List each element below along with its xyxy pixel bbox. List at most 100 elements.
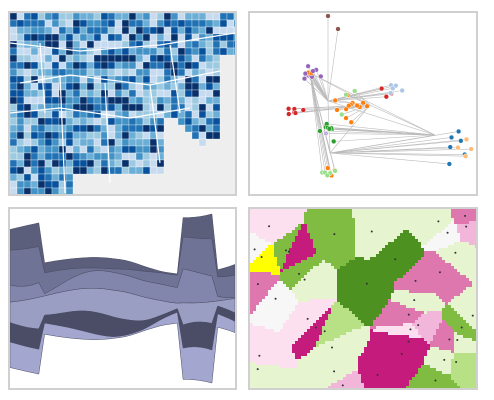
voronoi-cell-pixel (475, 305, 476, 308)
voronoi-cell-pixel (430, 236, 433, 239)
voronoi-cell-pixel (364, 260, 367, 263)
voronoi-cell-pixel (454, 326, 457, 329)
voronoi-cell-pixel (265, 221, 268, 224)
voronoi-cell-pixel (373, 236, 376, 239)
voronoi-cell-pixel (421, 218, 424, 221)
voronoi-cell-pixel (268, 371, 271, 374)
county-cell (93, 40, 102, 49)
voronoi-cell-pixel (472, 209, 475, 212)
voronoi-cell-pixel (475, 359, 476, 362)
voronoi-cell-pixel (322, 305, 325, 308)
voronoi-cell-pixel (328, 218, 331, 221)
voronoi-cell-pixel (310, 257, 313, 260)
county-cell (135, 19, 144, 28)
county-cell (37, 145, 46, 154)
voronoi-cell-pixel (469, 260, 472, 263)
voronoi-cell-pixel (379, 365, 382, 368)
voronoi-cell-pixel (439, 359, 442, 362)
voronoi-cell-pixel (313, 239, 316, 242)
voronoi-cell-pixel (298, 350, 301, 353)
voronoi-cell-pixel (469, 365, 472, 368)
county-cell (114, 152, 123, 161)
voronoi-cell-pixel (364, 305, 367, 308)
voronoi-cell-pixel (388, 359, 391, 362)
voronoi-cell-pixel (406, 242, 409, 245)
voronoi-cell-pixel (307, 368, 310, 371)
voronoi-cell-pixel (307, 248, 310, 251)
voronoi-cell-pixel (259, 251, 262, 254)
voronoi-cell-pixel (403, 284, 406, 287)
voronoi-cell-pixel (343, 356, 346, 359)
voronoi-cell-pixel (316, 251, 319, 254)
voronoi-cell-pixel (361, 362, 364, 365)
streamgraph-thumbnail[interactable] (8, 207, 237, 390)
voronoi-thumbnail[interactable] (248, 207, 478, 390)
county-cell (100, 138, 109, 147)
voronoi-cell-pixel (265, 371, 268, 374)
choropleth-map-thumbnail[interactable] (8, 11, 237, 196)
voronoi-cell-pixel (466, 212, 469, 215)
county-cell (93, 82, 102, 91)
county-cell (198, 82, 207, 91)
voronoi-cell-pixel (472, 233, 475, 236)
voronoi-cell-pixel (319, 365, 322, 368)
voronoi-cell-pixel (394, 209, 397, 212)
voronoi-cell-pixel (457, 341, 460, 344)
voronoi-cell-pixel (397, 224, 400, 227)
voronoi-cell-pixel (370, 263, 373, 266)
force-graph-thumbnail[interactable] (248, 11, 478, 196)
graph-link (325, 133, 436, 136)
county-cell (107, 103, 116, 112)
voronoi-cell-pixel (385, 326, 388, 329)
voronoi-cell-pixel (472, 275, 475, 278)
voronoi-cell-pixel (379, 314, 382, 317)
voronoi-cell-pixel (262, 221, 265, 224)
voronoi-cell-pixel (412, 284, 415, 287)
voronoi-cell-pixel (346, 233, 349, 236)
voronoi-cell-pixel (364, 284, 367, 287)
voronoi-cell-pixel (382, 368, 385, 371)
county-cell (72, 145, 81, 154)
voronoi-cell-pixel (328, 269, 331, 272)
voronoi-cell-pixel (409, 263, 412, 266)
voronoi-cell-pixel (382, 218, 385, 221)
county-cell (212, 89, 221, 98)
voronoi-cell-pixel (352, 353, 355, 356)
voronoi-cell-pixel (301, 281, 304, 284)
voronoi-cell-pixel (421, 245, 424, 248)
voronoi-cell-pixel (412, 305, 415, 308)
voronoi-cell-pixel (436, 353, 439, 356)
voronoi-cell-pixel (469, 302, 472, 305)
voronoi-cell-pixel (301, 257, 304, 260)
voronoi-cell-pixel (274, 335, 277, 338)
voronoi-cell-pixel (451, 293, 454, 296)
voronoi-cell-pixel (439, 209, 442, 212)
county-cell (198, 110, 207, 119)
voronoi-cell-pixel (349, 248, 352, 251)
voronoi-cell-pixel (436, 323, 439, 326)
voronoi-cell-pixel (256, 230, 259, 233)
voronoi-cell-pixel (361, 275, 364, 278)
voronoi-cell-pixel (469, 320, 472, 323)
voronoi-cell-pixel (475, 257, 476, 260)
voronoi-cell-pixel (463, 368, 466, 371)
voronoi-cell-pixel (409, 299, 412, 302)
voronoi-cell-pixel (475, 233, 476, 236)
voronoi-cell-pixel (391, 248, 394, 251)
voronoi-cell-pixel (409, 329, 412, 332)
voronoi-cell-pixel (463, 269, 466, 272)
voronoi-cell-pixel (442, 215, 445, 218)
voronoi-cell-pixel (472, 221, 475, 224)
voronoi-cell-pixel (457, 281, 460, 284)
voronoi-cell-pixel (295, 287, 298, 290)
voronoi-cell-pixel (307, 296, 310, 299)
voronoi-cell-pixel (403, 314, 406, 317)
voronoi-cell-pixel (349, 311, 352, 314)
voronoi-cell-pixel (292, 266, 295, 269)
voronoi-cell-pixel (355, 293, 358, 296)
voronoi-cell-pixel (253, 242, 256, 245)
county-cell (205, 82, 214, 91)
voronoi-cell-pixel (334, 233, 337, 236)
voronoi-cell-pixel (394, 365, 397, 368)
voronoi-cell-pixel (250, 236, 253, 239)
